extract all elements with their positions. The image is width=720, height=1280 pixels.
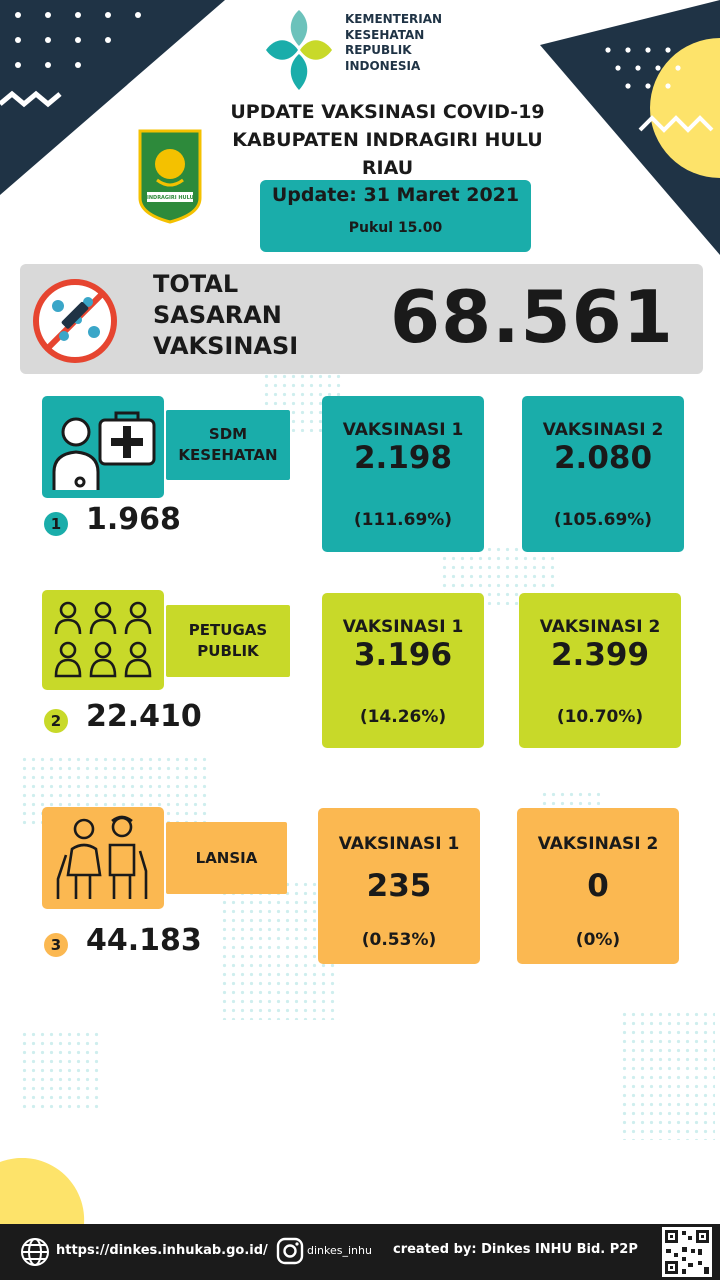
update-box: Update: 31 Maret 2021 Pukul 15.00 [260,180,531,252]
dose-value: 2.198 [353,440,453,476]
group-label-line: SDM [208,425,248,443]
dose1-card-health-workers: VAKSINASI 1 2.198 (111.69%) [322,396,484,552]
total-value: 68.561 [390,275,674,359]
total-banner: TOTAL SASARAN VAKSINASI 68.561 [20,264,703,374]
ministry-line: KESEHATAN [345,27,425,42]
qr-code-icon[interactable] [662,1227,712,1277]
total-label-line: VAKSINASI [153,332,299,360]
update-date: Update: 31 Maret 2021 [271,184,520,206]
group-icon-box-health-workers [42,396,164,498]
group-target-value: 22.410 [86,699,202,734]
elderly-couple-icon [56,815,148,899]
group-label-public-officers: PETUGAS PUBLIK [166,605,290,677]
dose1-card-elderly: VAKSINASI 1 235 (0.53%) [318,808,480,964]
title-line: KABUPATEN INDRAGIRI HULU [232,129,543,151]
group-number-badge: 3 [44,933,68,957]
dose2-card-health-workers: VAKSINASI 2 2.080 (105.69%) [522,396,684,552]
dose-value: 2.080 [553,440,653,476]
update-time: Pukul 15.00 [348,220,443,236]
dose-percent: (14.26%) [359,707,447,727]
dose-title: VAKSINASI 2 [537,834,659,854]
dose-percent: (105.69%) [553,510,653,530]
ministry-name: KEMENTERIAN KESEHATAN REPUBLIK INDONESIA [345,12,442,74]
instagram-icon [276,1237,304,1265]
group-label-line: LANSIA [195,848,258,867]
footer-bar: https://dinkes.inhukab.go.id/ dinkes_inh… [0,1224,720,1280]
group-target-value: 1.968 [86,502,181,537]
group-icon-box-elderly [42,807,164,909]
emblem-ribbon-text: INDRAGIRI HULU [147,195,193,201]
group-icon-box-public-officers [42,590,164,690]
dose1-card-public-officers: VAKSINASI 1 3.196 (14.26%) [322,593,484,748]
corner-decoration-bottom-left [0,1158,85,1224]
group-label-line: KESEHATAN [178,446,278,464]
title-line: UPDATE VAKSINASI COVID-19 [230,101,545,123]
corner-decoration-top-right [540,0,720,255]
page-title: UPDATE VAKSINASI COVID-19 KABUPATEN INDR… [215,98,560,182]
regency-emblem-icon [138,129,202,224]
ministry-line: KEMENTERIAN [345,12,443,26]
ministry-line: INDONESIA [345,58,421,73]
dose2-card-elderly: VAKSINASI 2 0 (0%) [517,808,679,964]
group-label-line: PETUGAS [188,621,268,639]
group-target-value: 44.183 [86,923,202,958]
dose-title: VAKSINASI 1 [342,617,464,637]
instagram-handle[interactable]: dinkes_inhu [307,1244,372,1257]
total-label-line: SASARAN [153,301,282,329]
group-label-line: PUBLIK [197,642,259,660]
website-link[interactable]: https://dinkes.inhukab.go.id/ [56,1243,268,1258]
dose-percent: (0.53%) [361,930,437,950]
dose-title: VAKSINASI 1 [338,834,460,854]
dose-value: 3.196 [353,637,453,673]
dose-title: VAKSINASI 2 [542,420,664,440]
dose-value: 235 [366,868,432,904]
corner-decoration-top-left [0,0,225,195]
dose2-card-public-officers: VAKSINASI 2 2.399 (10.70%) [519,593,681,748]
total-label: TOTAL SASARAN VAKSINASI [153,269,298,362]
dose-percent: (0%) [575,930,621,950]
public-officers-icon [54,601,152,678]
health-worker-icon [52,411,156,490]
dose-value: 0 [587,868,609,904]
dose-title: VAKSINASI 2 [539,617,661,637]
group-number-badge: 1 [44,512,68,536]
credit-text: created by: Dinkes INHU Bid. P2P [393,1242,638,1257]
dot-pattern [620,1010,715,1140]
dot-pattern [20,1030,100,1110]
ministry-logo-icon [266,10,332,90]
vaccine-syringe-icon [33,279,117,363]
dose-title: VAKSINASI 1 [342,420,464,440]
group-label-elderly: LANSIA [166,822,287,894]
ministry-line: REPUBLIK [345,43,412,57]
dose-percent: (111.69%) [353,510,453,530]
group-label-health-workers: SDM KESEHATAN [166,410,290,480]
total-label-line: TOTAL [153,270,239,298]
dose-percent: (10.70%) [556,707,644,727]
group-number-badge: 2 [44,709,68,733]
title-line: RIAU [361,157,414,179]
dose-value: 2.399 [550,637,650,673]
globe-icon [21,1238,49,1266]
